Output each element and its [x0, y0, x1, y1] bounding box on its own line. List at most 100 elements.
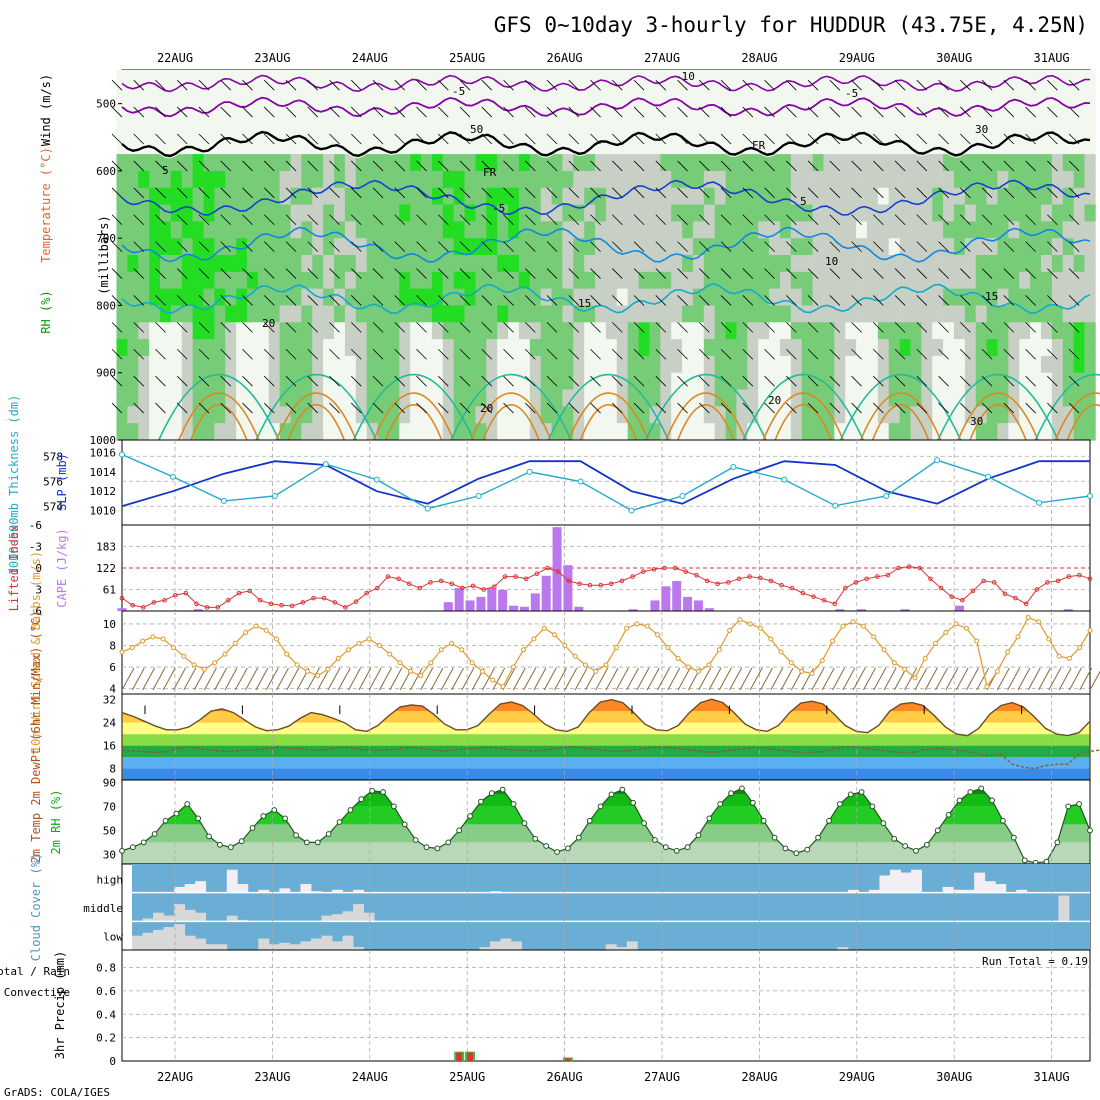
temp2m-line: [121, 698, 1091, 781]
rh-cell: [801, 423, 813, 441]
rh-cell: [616, 288, 629, 307]
rh-cell: [247, 221, 259, 239]
rh-cell: [725, 355, 737, 374]
wind-barb: [198, 268, 210, 279]
lifted-index-point: [726, 580, 731, 585]
rh-cell: [388, 86, 400, 105]
rh-cell: [192, 204, 204, 222]
cloud-cell-high: [974, 872, 986, 893]
rh-cell: [344, 70, 357, 88]
rh-cell: [1019, 221, 1031, 239]
rh-cell: [1084, 238, 1096, 256]
wind-barb: [546, 106, 558, 118]
rh-cell: [192, 339, 204, 357]
rh-cell: [203, 423, 215, 441]
wind-barb: [176, 79, 188, 91]
rh-cell: [986, 187, 998, 206]
wind10m-barb: [451, 667, 464, 691]
contour-label: -5: [492, 202, 505, 215]
wind-barb: [416, 295, 427, 306]
lifted-index-point: [204, 605, 210, 610]
rh-cell: [736, 204, 748, 222]
wind10m-point: [1036, 619, 1042, 625]
rh-cell: [323, 154, 335, 172]
rh-cell: [899, 389, 911, 407]
rh2m-point: [358, 796, 365, 803]
rh-cell: [268, 355, 280, 374]
rh-cell: [247, 372, 259, 391]
rh-cell: [877, 255, 890, 273]
lifted-index-point: [162, 597, 167, 603]
wind-barb: [307, 348, 319, 360]
top-date-label: 30AUG: [936, 51, 972, 65]
rh-cell: [149, 221, 161, 239]
wind10m-barb: [1038, 667, 1051, 691]
wind-barb: [742, 322, 754, 333]
lifted-index-point: [640, 569, 646, 574]
rh-cell: [671, 204, 683, 222]
rh-cell: [910, 154, 922, 172]
rh-cell: [486, 154, 498, 172]
rh-cell: [464, 170, 476, 189]
rh-cell: [475, 120, 487, 138]
slp-point: [883, 493, 890, 500]
rh-cell: [932, 355, 944, 374]
rh-cell: [812, 221, 824, 239]
rh-cell: [703, 305, 716, 323]
rh-cell: [801, 406, 813, 424]
rh-cell: [812, 103, 824, 122]
rh-cell: [399, 70, 411, 88]
wind-barb: [1047, 106, 1058, 118]
rh-cell: [888, 170, 900, 189]
rh-cell: [410, 288, 422, 307]
rh-cell: [1051, 238, 1064, 256]
rh-cell: [562, 372, 574, 391]
wind-barb: [633, 322, 645, 333]
wind10m-point: [181, 653, 187, 659]
wind-barb: [851, 133, 862, 145]
rh-cell: [595, 389, 607, 407]
rh-cell: [1084, 120, 1096, 138]
rh-cell: [508, 255, 520, 273]
rh-cell: [290, 221, 302, 239]
lifted-index-point: [906, 564, 912, 569]
rh-cell: [932, 372, 944, 391]
temperature-side-label: Temperature (°C): [39, 147, 53, 263]
rh-cell: [812, 255, 824, 273]
rh-cell: [464, 221, 476, 239]
rh-cell: [268, 154, 280, 172]
bottom-date-label: 22AUG: [157, 1070, 193, 1084]
rh-cell: [964, 305, 977, 323]
lifted-index-point: [1077, 572, 1082, 578]
lifted-index-point: [1087, 576, 1093, 582]
lifted-index-point: [587, 582, 593, 588]
rh-cell: [344, 238, 357, 256]
rh2m-ytick-label: 90: [103, 776, 116, 789]
wind10m-barb: [224, 667, 238, 691]
rh-cell: [823, 154, 835, 172]
wind-barb: [1025, 79, 1036, 91]
rh-cell: [247, 406, 259, 424]
rh-cell: [529, 120, 542, 138]
rh-cell: [975, 221, 987, 239]
rh-cell: [160, 339, 172, 357]
rh-cell: [627, 305, 639, 323]
rh-cell: [1084, 170, 1096, 189]
rh-cell: [703, 137, 716, 155]
wind-barb: [807, 214, 819, 226]
rh-cell: [790, 187, 803, 206]
wind-barb: [438, 295, 449, 306]
rh-cell: [225, 423, 237, 441]
rh2m-point: [380, 789, 386, 795]
rh-cell: [736, 70, 748, 88]
wind-barb: [133, 160, 145, 172]
wind-barb: [1068, 79, 1080, 91]
rh-cell: [627, 406, 639, 424]
rh-cell: [453, 288, 465, 307]
rh-cell: [399, 103, 411, 122]
rh-cell: [214, 322, 226, 340]
wind-barb: [198, 348, 210, 360]
rh-cell: [627, 86, 639, 105]
contour-arch: [957, 392, 1039, 441]
wind10m-point: [521, 647, 527, 653]
